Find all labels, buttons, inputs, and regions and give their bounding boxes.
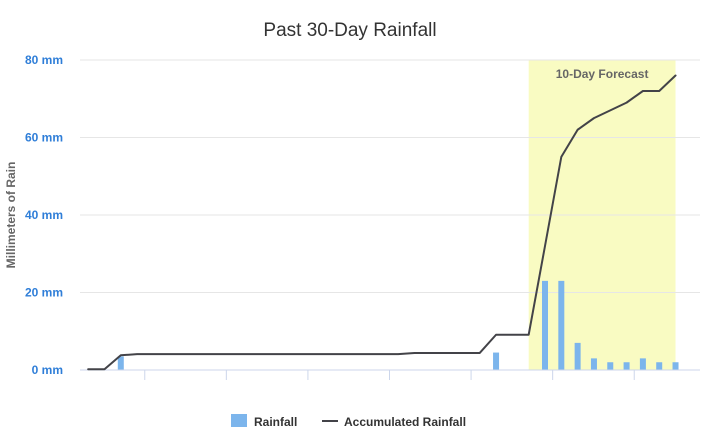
legend: Rainfall Accumulated Rainfall xyxy=(231,414,466,429)
rainfall-bar xyxy=(623,362,630,370)
rainfall-bar xyxy=(493,352,500,370)
y-axis-ticks: 0 mm 20 mm 40 mm 60 mm 80 mm xyxy=(25,53,63,377)
rainfall-bar xyxy=(607,362,614,370)
accumulated-rainfall-line xyxy=(87,74,677,371)
legend-rainfall-label: Rainfall xyxy=(254,415,297,429)
y-axis-title: Millimeters of Rain xyxy=(4,162,18,269)
y-tick-label: 0 mm xyxy=(32,363,63,377)
rainfall-bar xyxy=(639,358,646,370)
grid-lines xyxy=(80,59,700,293)
rainfall-bars xyxy=(117,280,679,370)
y-tick-label: 20 mm xyxy=(25,286,63,300)
y-tick-label: 60 mm xyxy=(25,131,63,145)
forecast-label: 10-Day Forecast xyxy=(556,67,649,81)
rainfall-bar xyxy=(672,362,679,370)
y-tick-label: 80 mm xyxy=(25,53,63,67)
legend-rainfall-swatch xyxy=(231,414,247,427)
rainfall-bar xyxy=(117,356,124,370)
chart-title: Past 30-Day Rainfall xyxy=(263,20,436,41)
rainfall-bar xyxy=(656,362,663,370)
rainfall-bar xyxy=(574,342,581,370)
legend-item-rainfall[interactable]: Rainfall xyxy=(231,414,297,429)
accumulated-line xyxy=(87,74,677,371)
rainfall-bar xyxy=(558,280,565,370)
x-axis xyxy=(80,369,700,380)
rainfall-bar xyxy=(542,280,548,370)
rainfall-bar xyxy=(590,358,597,370)
y-tick-label: 40 mm xyxy=(25,208,63,222)
legend-item-accumulated[interactable]: Accumulated Rainfall xyxy=(322,415,466,429)
legend-accumulated-label: Accumulated Rainfall xyxy=(344,415,466,429)
